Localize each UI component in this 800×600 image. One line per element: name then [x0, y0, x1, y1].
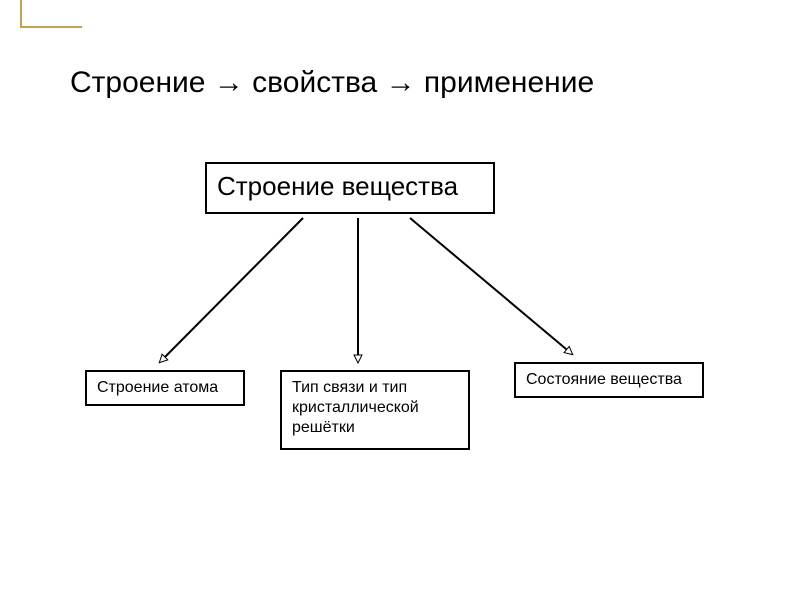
root-node-label: Строение вещества: [217, 171, 458, 201]
leaf-node: Состояние вещества: [514, 362, 704, 398]
leaf-node-label: Строение атома: [97, 379, 218, 396]
leaf-node: Строение атома: [85, 370, 245, 406]
title-part2: свойства: [252, 66, 377, 99]
leaf-node-label: Состояние вещества: [526, 371, 682, 388]
leaf-node-label: Тип связи и тип кристаллической решётки: [292, 379, 419, 436]
title-part3: применение: [424, 66, 594, 99]
slide-title: Строение → свойства → применение: [70, 66, 594, 100]
root-node: Строение вещества: [205, 162, 495, 214]
tree-edge: [410, 218, 572, 354]
arrow-icon: →: [214, 66, 244, 99]
corner-accent: [20, 0, 82, 28]
leaf-node: Тип связи и тип кристаллической решётки: [280, 370, 470, 450]
title-part1: Строение: [70, 66, 205, 99]
tree-edge: [160, 218, 303, 362]
slide-canvas: Строение → свойства → применение Строени…: [0, 0, 800, 600]
arrow-icon: →: [386, 66, 416, 99]
